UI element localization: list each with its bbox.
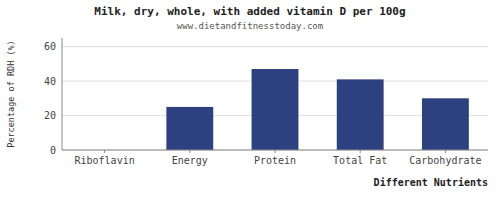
bar <box>422 98 469 150</box>
x-tick-label: Protein <box>254 155 296 166</box>
x-axis-label: Different Nutrients <box>374 177 488 188</box>
y-tick-label: 60 <box>44 41 56 52</box>
x-tick <box>445 150 446 153</box>
x-tick-labels: Riboflavin Energy Protein Total Fat Carbohyd… <box>74 150 481 166</box>
bar <box>252 69 299 150</box>
x-tick <box>275 150 276 153</box>
chart-svg: Milk, dry, whole, with added vitamin D p… <box>0 0 500 200</box>
y-axis-label: Percentage of RDH (%) <box>6 40 16 147</box>
y-tick-label: 20 <box>44 110 56 121</box>
title: Milk, dry, whole, with added vitamin D p… <box>94 5 405 18</box>
y-tick-labels: 0 20 40 60 <box>44 41 56 155</box>
bar <box>166 107 213 150</box>
bar <box>337 79 384 150</box>
x-tick <box>189 150 190 153</box>
x-tick <box>104 150 105 153</box>
y-tick-label: 0 <box>50 145 56 156</box>
page: {"chart_data": {"type": "bar", "title": … <box>0 0 500 200</box>
x-tick <box>360 150 361 153</box>
grid-line <box>62 46 488 47</box>
x-tick-label: Total Fat <box>333 155 387 166</box>
x-tick-label: Energy <box>172 155 208 166</box>
background <box>0 0 500 200</box>
x-tick-label: Carbohydrate <box>409 155 481 166</box>
subtitle: www.dietandfitnesstoday.com <box>177 21 323 31</box>
bars <box>166 69 468 150</box>
chart-container: Milk, dry, whole, with added vitamin D p… <box>0 0 500 200</box>
y-axis-line <box>62 38 63 150</box>
y-tick-label: 40 <box>44 76 56 87</box>
grid <box>62 47 488 150</box>
x-tick-label: Riboflavin <box>74 155 134 166</box>
